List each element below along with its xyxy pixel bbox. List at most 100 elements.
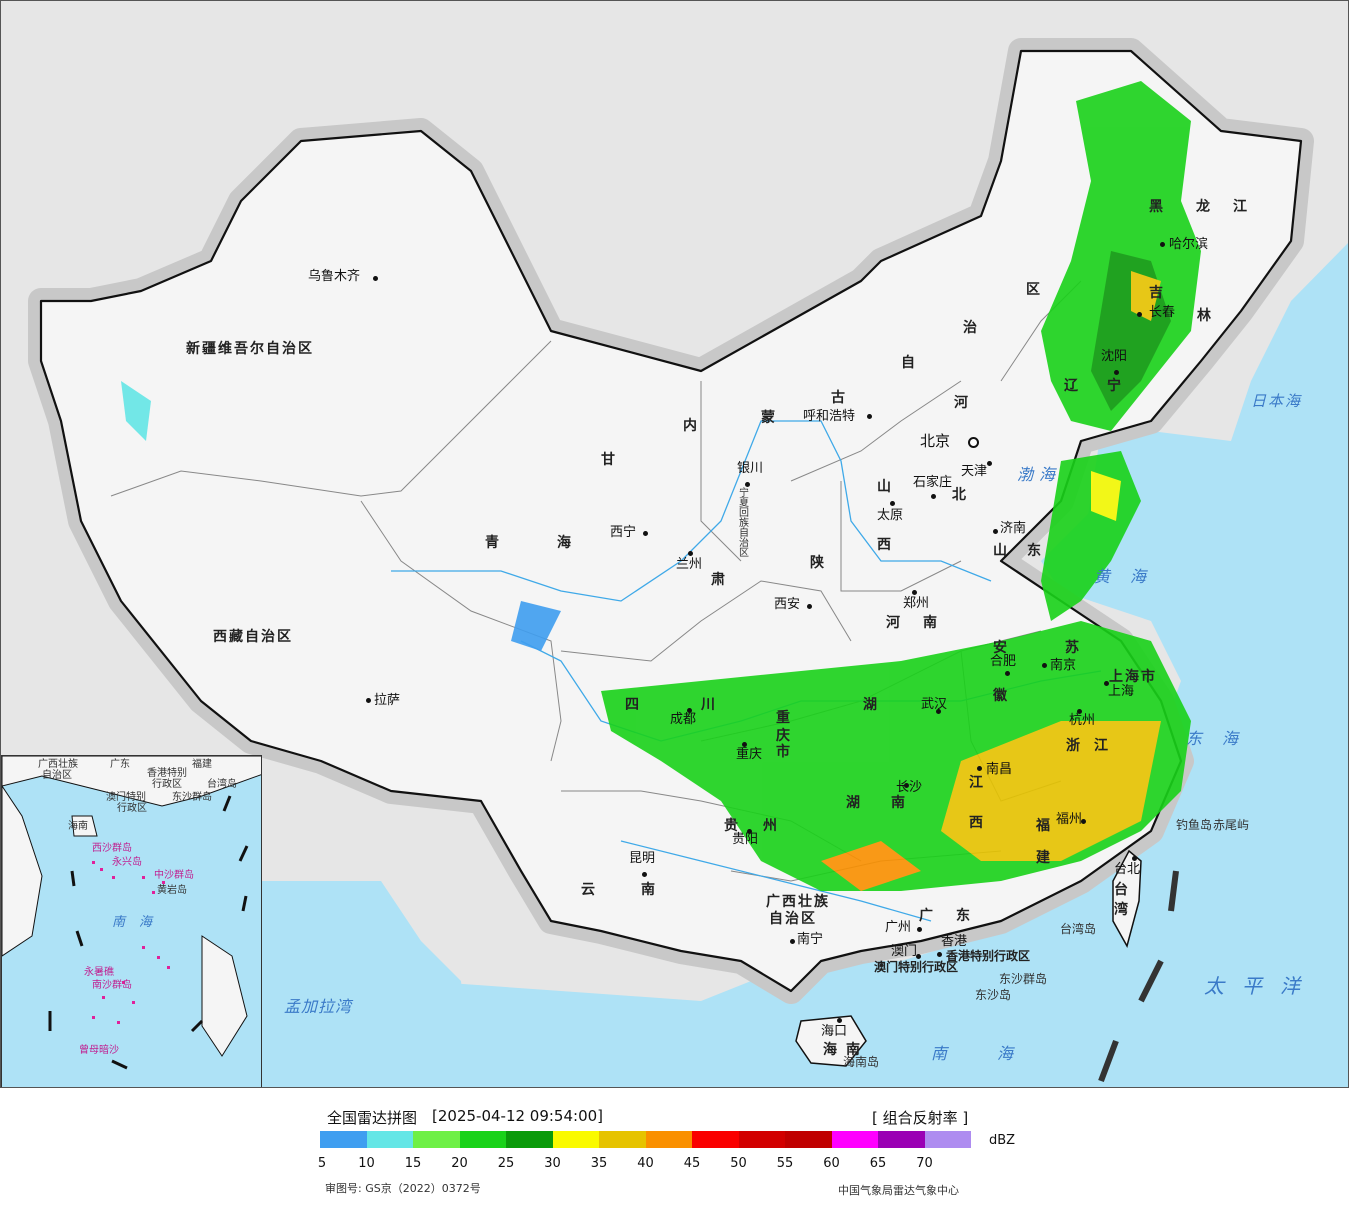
maritime-boundary bbox=[1098, 870, 1179, 1083]
city-dot bbox=[366, 698, 371, 703]
legend-color-segment bbox=[599, 1131, 646, 1148]
province-label-hubei-1: 湖 bbox=[863, 697, 879, 713]
city-label-hongkong: 香港 bbox=[941, 934, 968, 949]
credit: 中国气象局雷达气象中心 bbox=[838, 1184, 959, 1197]
city-dot bbox=[1137, 312, 1142, 317]
province-label-henan-2: 南 bbox=[923, 615, 939, 631]
province-label-shanxi-2: 西 bbox=[877, 537, 893, 553]
legend-color-segment bbox=[366, 1131, 413, 1148]
inset-label: 曾母暗沙 bbox=[79, 1045, 119, 1056]
legend-tick-label: 10 bbox=[358, 1156, 375, 1171]
province-label-guangxi-2: 自治区 bbox=[769, 911, 817, 927]
city-dot bbox=[1005, 671, 1010, 676]
province-label-yunnan-1: 云 bbox=[581, 882, 597, 898]
province-label-shandong-2: 东 bbox=[1027, 543, 1043, 559]
legend-tick-label: 60 bbox=[823, 1156, 840, 1171]
city-dot bbox=[1160, 242, 1165, 247]
inset-label: 广东 bbox=[110, 759, 130, 770]
city-label-wuhan: 武汉 bbox=[921, 697, 948, 712]
inset-label: 福建 bbox=[192, 759, 212, 770]
bay-of-bengal bbox=[261, 881, 471, 1087]
legend-color-segment bbox=[692, 1131, 739, 1148]
province-label-liaoning-2: 宁 bbox=[1107, 378, 1123, 394]
city-label-beijing: 北京 bbox=[920, 432, 951, 450]
inset-label: 西沙群岛 bbox=[92, 843, 132, 854]
province-label-xinjiang: 新疆维吾尔自治区 bbox=[186, 341, 314, 357]
inset-canvas bbox=[2, 756, 261, 1070]
sea-label-south-sea: 南海 bbox=[931, 1044, 1064, 1063]
province-label-guangxi-1: 广西壮族 bbox=[766, 894, 830, 910]
city-label-guangzhou: 广州 bbox=[885, 920, 912, 935]
inset-label: 行政区 bbox=[152, 779, 182, 790]
province-label-nm-6: 区 bbox=[1026, 282, 1042, 298]
legend-tick-label: 25 bbox=[497, 1156, 515, 1171]
city-dot bbox=[807, 604, 812, 609]
radar-echo-northeast-strong bbox=[1131, 271, 1161, 321]
province-label-nm-4: 自 bbox=[901, 355, 917, 371]
city-dot bbox=[890, 501, 895, 506]
radar-echo-light bbox=[511, 601, 561, 651]
inset-label: 海南 bbox=[68, 821, 88, 832]
city-dot bbox=[977, 766, 982, 771]
radar-echo-light-west bbox=[121, 381, 151, 441]
legend-color-segment bbox=[878, 1131, 925, 1148]
province-label-guangdong-1: 广 bbox=[919, 908, 935, 924]
sea-label-japan-sea: 日本海 bbox=[1251, 392, 1303, 410]
province-label-hunan-2: 南 bbox=[891, 795, 907, 811]
city-dot bbox=[917, 927, 922, 932]
province-label-nm-2: 蒙 bbox=[761, 410, 777, 426]
province-label-gansu-2: 肃 bbox=[711, 572, 727, 588]
city-dot bbox=[1114, 370, 1119, 375]
sea-label-bohai: 渤海 bbox=[1017, 465, 1062, 484]
province-label-hainan-2: 南 bbox=[846, 1042, 862, 1058]
province-label-sichuan-1: 四 bbox=[625, 697, 641, 713]
inset-label: 永兴岛 bbox=[112, 857, 142, 868]
province-label-jiangxi-1: 江 bbox=[969, 775, 985, 791]
city-dot bbox=[745, 482, 750, 487]
legend-footer: 全国雷达拼图 [2025-04-12 09:54:00] [ 组合反射率 ] d… bbox=[0, 1088, 1349, 1208]
city-label-taiyuan: 太原 bbox=[877, 508, 904, 523]
city-dot bbox=[912, 590, 917, 595]
province-label-chongqing-2: 庆 bbox=[776, 728, 792, 744]
inset-label: 自治区 bbox=[42, 770, 72, 781]
province-label-chongqing-3: 市 bbox=[776, 744, 792, 760]
city-label-lanzhou: 兰州 bbox=[676, 557, 703, 572]
province-label-anhui-1: 安 bbox=[993, 640, 1009, 656]
city-label-harbin: 哈尔滨 bbox=[1169, 237, 1209, 252]
province-label-jiangsu-1: 苏 bbox=[1065, 640, 1081, 656]
legend-tick-label: 30 bbox=[544, 1156, 561, 1171]
legend-tick-label: 50 bbox=[730, 1156, 747, 1171]
province-label-jiangxi-2: 西 bbox=[969, 815, 985, 831]
map-canvas bbox=[28, 38, 1348, 1087]
city-dot bbox=[937, 952, 942, 957]
city-label-shijiazhuang: 石家庄 bbox=[913, 475, 953, 490]
radar-echo-south-strong bbox=[941, 721, 1161, 861]
province-label-qinghai-2: 海 bbox=[557, 535, 573, 551]
city-dot bbox=[1081, 819, 1086, 824]
city-label-nanning: 南宁 bbox=[797, 932, 824, 947]
province-label-hlj-3: 江 bbox=[1233, 199, 1249, 215]
city-label-changsha: 长沙 bbox=[896, 780, 923, 795]
island-label-hainan: 海南岛 bbox=[843, 1055, 880, 1069]
island-label-dongsha-islands: 东沙群岛 bbox=[999, 972, 1048, 986]
city-label-jinan: 济南 bbox=[1000, 521, 1027, 536]
city-label-fuzhou: 福州 bbox=[1056, 812, 1083, 827]
city-label-nanjing: 南京 bbox=[1050, 658, 1077, 673]
city-label-changchun: 长春 bbox=[1149, 305, 1176, 320]
province-label-macau: 澳门特别行政区 bbox=[874, 960, 959, 974]
province-label-guizhou-1: 贵 bbox=[724, 818, 740, 834]
province-label-shanxi-1: 山 bbox=[877, 479, 893, 495]
city-label-xian: 西安 bbox=[774, 597, 801, 612]
city-label-yinchuan: 银川 bbox=[737, 461, 764, 476]
legend-color-segment bbox=[320, 1131, 367, 1148]
city-dot bbox=[747, 829, 752, 834]
province-label-chongqing-1: 重 bbox=[776, 710, 792, 726]
legend-color-segment bbox=[738, 1131, 785, 1148]
inset-label: 永暑礁 bbox=[84, 967, 114, 978]
province-label-jilin-1: 吉 bbox=[1149, 285, 1165, 301]
city-dot bbox=[790, 939, 795, 944]
island-label-taiwan: 台湾岛 bbox=[1060, 922, 1097, 936]
legend-tick-label: 40 bbox=[637, 1156, 654, 1171]
province-label-shanghai: 上海市 bbox=[1109, 669, 1157, 685]
province-label-sichuan-2: 川 bbox=[701, 697, 717, 713]
